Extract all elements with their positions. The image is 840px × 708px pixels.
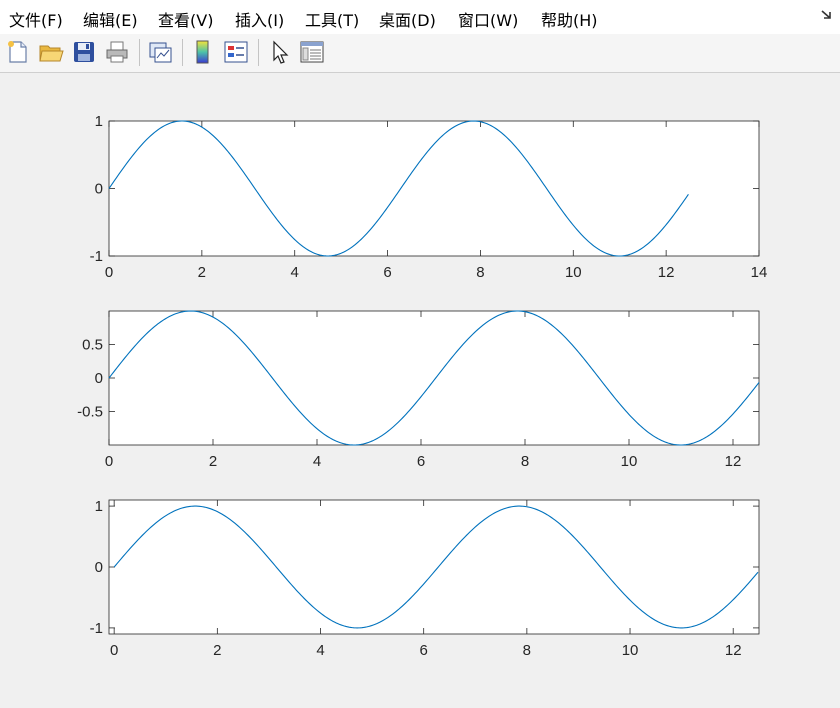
series-line-sin[interactable]	[108, 310, 760, 446]
property-inspector-icon[interactable]	[298, 38, 326, 66]
menu-insert[interactable]: 插入(I)	[235, 11, 285, 30]
y-tick-label: 1	[95, 113, 103, 130]
series-line-sin[interactable]	[108, 120, 689, 257]
menu-window[interactable]: 窗口(W)	[458, 11, 519, 30]
x-tick-label: 6	[417, 453, 425, 470]
y-tick-label: 0	[95, 181, 103, 198]
x-tick-label: 6	[420, 642, 428, 659]
axes-2[interactable]	[108, 310, 760, 446]
toolbar-separator	[258, 39, 259, 66]
open-file-icon[interactable]	[37, 38, 65, 66]
x-tick-label: 4	[313, 453, 321, 470]
menu-tools[interactable]: 工具(T)	[305, 11, 360, 30]
figure-canvas[interactable]: 0 2 4 6 8 10 12 14 -1 0 1 0 2 4 6 8 10 12 0.5 0 -0.5 0 2 4 6 8 10 1…	[0, 73, 840, 704]
menu-edit[interactable]: 编辑(E)	[83, 11, 138, 30]
axes-3[interactable]	[108, 499, 760, 635]
insert-legend-icon[interactable]	[222, 38, 250, 66]
figure-toolbar	[0, 34, 840, 73]
y-tick-label: -0.5	[77, 404, 103, 421]
toolbar-separator	[182, 39, 183, 66]
x-tick-label: 14	[751, 264, 768, 281]
menu-desktop[interactable]: 桌面(D)	[379, 11, 436, 30]
x-tick-label: 2	[198, 264, 206, 281]
menu-bar: 文件(F) 编辑(E) 查看(V) 插入(I) 工具(T) 桌面(D) 窗口(W…	[0, 0, 840, 35]
x-tick-label: 4	[291, 264, 299, 281]
axes-1[interactable]	[108, 120, 760, 257]
menu-file[interactable]: 文件(F)	[9, 11, 63, 30]
edit-plot-pointer-icon[interactable]	[265, 38, 293, 66]
menu-help[interactable]: 帮助(H)	[541, 11, 598, 30]
toolbar-separator	[139, 39, 140, 66]
y-tick-label: 0	[95, 559, 103, 576]
y-tick-label: 1	[95, 498, 103, 515]
series-line-sin[interactable]	[113, 505, 759, 629]
x-tick-label: 12	[658, 264, 675, 281]
x-tick-label: 10	[622, 642, 639, 659]
x-tick-label: 0	[110, 642, 118, 659]
x-tick-label: 2	[213, 642, 221, 659]
y-tick-label: 0	[95, 370, 103, 387]
y-tick-label: -1	[90, 248, 103, 265]
x-tick-label: 4	[316, 642, 324, 659]
x-tick-label: 0	[105, 453, 113, 470]
link-plot-icon[interactable]	[146, 38, 174, 66]
x-tick-label: 12	[725, 642, 742, 659]
insert-colorbar-icon[interactable]	[189, 38, 217, 66]
x-tick-label: 8	[521, 453, 529, 470]
new-figure-icon[interactable]	[4, 38, 32, 66]
menu-view[interactable]: 查看(V)	[158, 11, 214, 30]
x-tick-label: 0	[105, 264, 113, 281]
x-tick-label: 8	[476, 264, 484, 281]
x-tick-label: 6	[383, 264, 391, 281]
x-tick-label: 10	[621, 453, 638, 470]
y-tick-label: 0.5	[82, 337, 103, 354]
save-icon[interactable]	[70, 38, 98, 66]
y-tick-label: -1	[90, 620, 103, 637]
print-icon[interactable]	[103, 38, 131, 66]
x-tick-label: 10	[565, 264, 582, 281]
dock-figure-icon[interactable]	[820, 8, 834, 22]
x-tick-label: 2	[209, 453, 217, 470]
x-tick-label: 12	[725, 453, 742, 470]
x-tick-label: 8	[523, 642, 531, 659]
